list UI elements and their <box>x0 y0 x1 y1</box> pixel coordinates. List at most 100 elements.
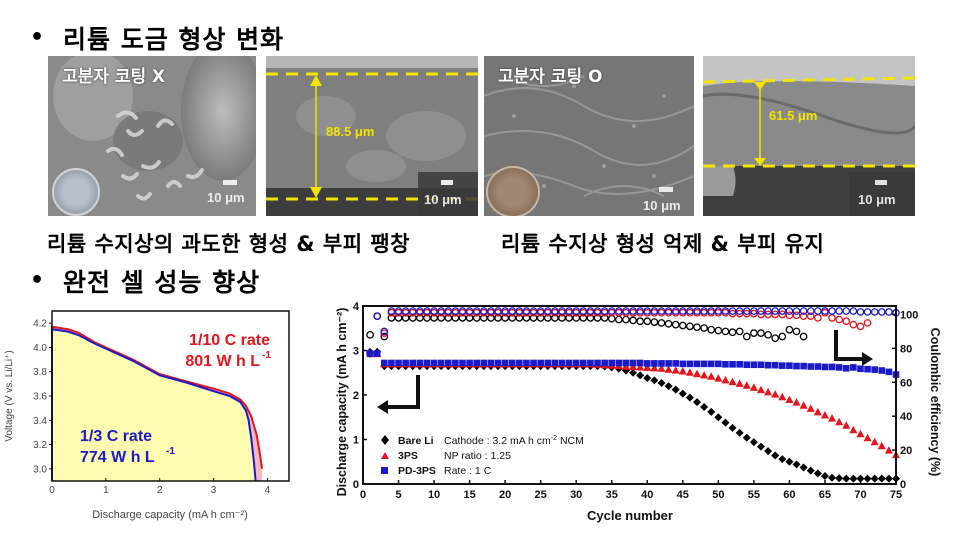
data-point <box>380 327 389 336</box>
svg-text:40: 40 <box>641 489 653 501</box>
data-point <box>693 307 701 315</box>
data-point <box>793 362 800 370</box>
data-point <box>813 469 822 478</box>
data-point <box>835 364 843 371</box>
data-point <box>742 309 751 318</box>
data-point <box>565 359 573 367</box>
data-point <box>757 361 765 369</box>
data-point <box>842 307 851 315</box>
data-point <box>800 362 807 370</box>
data-point <box>487 359 495 367</box>
svg-text:25: 25 <box>535 489 547 501</box>
data-point <box>884 474 893 483</box>
data-point <box>607 307 616 315</box>
data-point <box>430 307 438 315</box>
data-point <box>792 327 801 336</box>
annotation-red-sup: -1 <box>262 350 271 361</box>
scalebar: 10 μm <box>632 172 694 216</box>
data-point <box>849 320 858 329</box>
data-point <box>785 457 794 466</box>
thickness-label: 61.5 μm <box>769 108 818 123</box>
data-point <box>771 334 780 343</box>
data-point <box>523 359 530 367</box>
data-point <box>409 359 417 367</box>
data-point <box>877 474 886 483</box>
data-point <box>870 308 879 316</box>
arrow-head-icon <box>377 400 388 414</box>
data-point <box>408 307 417 315</box>
data-point <box>721 327 730 336</box>
svg-text:100: 100 <box>900 309 918 321</box>
data-point <box>806 312 815 321</box>
data-point <box>516 359 523 367</box>
data-point <box>707 407 716 416</box>
data-point <box>849 307 858 315</box>
data-point <box>451 307 460 315</box>
sem-texture <box>266 56 478 216</box>
svg-text:4.0: 4.0 <box>33 343 47 354</box>
annotation-blue-sup: -1 <box>166 446 175 457</box>
svg-text:35: 35 <box>606 489 618 501</box>
data-point <box>444 359 452 367</box>
svg-text:0: 0 <box>360 489 366 501</box>
data-point <box>807 363 815 370</box>
data-point <box>615 359 623 367</box>
data-point <box>728 423 737 432</box>
data-point <box>863 474 872 483</box>
data-point <box>750 329 758 337</box>
data-point <box>693 323 701 332</box>
sem-image-coated-top: 고분자 코팅 O 10 μm <box>484 56 694 216</box>
data-point <box>700 360 708 368</box>
data-point <box>373 350 381 357</box>
legend-marker-diamond-icon <box>381 435 389 445</box>
data-point <box>629 368 638 377</box>
data-point <box>856 429 865 438</box>
data-point <box>664 319 673 328</box>
data-point <box>864 365 871 373</box>
data-point <box>749 383 758 391</box>
data-point <box>707 307 716 315</box>
legend-marker-triangle-icon <box>381 452 389 459</box>
sem-texture <box>703 56 915 216</box>
data-point <box>700 370 709 379</box>
svg-text:65: 65 <box>819 489 831 501</box>
svg-text:20: 20 <box>900 445 912 457</box>
series-line <box>51 325 264 481</box>
data-point <box>878 367 886 374</box>
data-point <box>877 308 886 316</box>
data-point <box>643 374 652 383</box>
y-axis-label-left: Discharge capacity (mA h cm⁻²) <box>335 308 349 497</box>
data-point <box>749 438 758 447</box>
data-point <box>757 329 765 337</box>
data-point <box>835 474 844 483</box>
series-line <box>51 328 257 482</box>
data-point <box>465 307 474 315</box>
data-point <box>728 328 737 337</box>
data-point <box>849 425 858 434</box>
data-point <box>850 364 857 371</box>
data-point <box>771 310 780 319</box>
data-point <box>672 360 679 367</box>
data-point <box>786 362 793 369</box>
x-axis-label: Cycle number <box>587 508 673 523</box>
data-point <box>508 359 516 367</box>
data-point <box>529 307 538 315</box>
data-point <box>678 366 687 375</box>
data-point <box>885 308 893 316</box>
svg-text:4.2: 4.2 <box>33 319 47 330</box>
data-point <box>799 332 808 341</box>
data-point <box>764 387 773 396</box>
data-point <box>416 359 424 367</box>
scalebar: 10 μm <box>849 172 915 216</box>
data-point <box>715 360 722 368</box>
data-point <box>416 307 424 315</box>
scalebar: 10 μm <box>196 172 256 216</box>
data-point <box>650 363 659 372</box>
data-point <box>629 359 637 367</box>
data-point <box>679 360 687 368</box>
data-point <box>693 398 702 407</box>
data-point <box>636 307 645 315</box>
data-point <box>813 407 822 416</box>
data-point <box>678 307 687 315</box>
data-point <box>466 359 473 367</box>
